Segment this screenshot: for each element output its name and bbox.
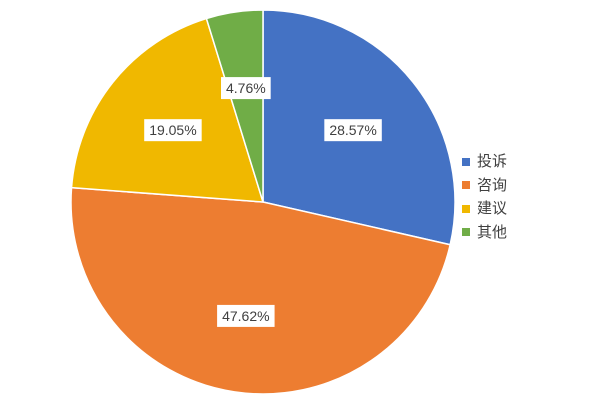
data-label-other-text: 4.76% — [226, 80, 266, 96]
data-label-other: 4.76% — [220, 77, 271, 100]
legend-swatch-suggestion — [462, 204, 470, 213]
data-label-consultation-text: 47.62% — [222, 308, 269, 324]
slice-consultation — [70, 186, 452, 395]
data-label-suggestion-text: 19.05% — [149, 122, 196, 138]
legend-item-complaint: 投诉 — [462, 150, 552, 174]
data-label-consultation-box — [217, 304, 275, 327]
data-label-complaint-box — [324, 119, 382, 142]
legend-item-other: 其他 — [462, 221, 552, 245]
legend-item-suggestion: 建议 — [462, 197, 552, 221]
legend-swatch-consultation — [462, 181, 470, 190]
data-label-complaint-text: 28.57% — [329, 122, 376, 138]
pie-slices — [70, 9, 456, 395]
data-labels: 28.57% 47.62% 19.05% 4.76% — [144, 77, 382, 327]
legend-label-consultation: 咨询 — [477, 175, 508, 194]
legend-label-complaint: 投诉 — [477, 152, 508, 171]
legend-item-consultation: 咨询 — [462, 174, 552, 198]
data-label-suggestion: 19.05% — [144, 119, 202, 142]
legend-swatch-other — [462, 228, 470, 237]
legend-label-other: 其他 — [477, 222, 508, 241]
data-label-complaint: 28.57% — [324, 119, 382, 142]
slice-suggestion — [70, 17, 265, 203]
legend-label-suggestion: 建议 — [477, 199, 508, 218]
data-label-other-box — [220, 77, 271, 100]
data-label-consultation: 47.62% — [217, 304, 275, 327]
legend-swatch-complaint — [462, 157, 470, 166]
data-label-suggestion-box — [144, 119, 202, 142]
legend: 投诉 咨询 建议 其他 — [462, 150, 552, 244]
slice-other — [205, 9, 264, 203]
